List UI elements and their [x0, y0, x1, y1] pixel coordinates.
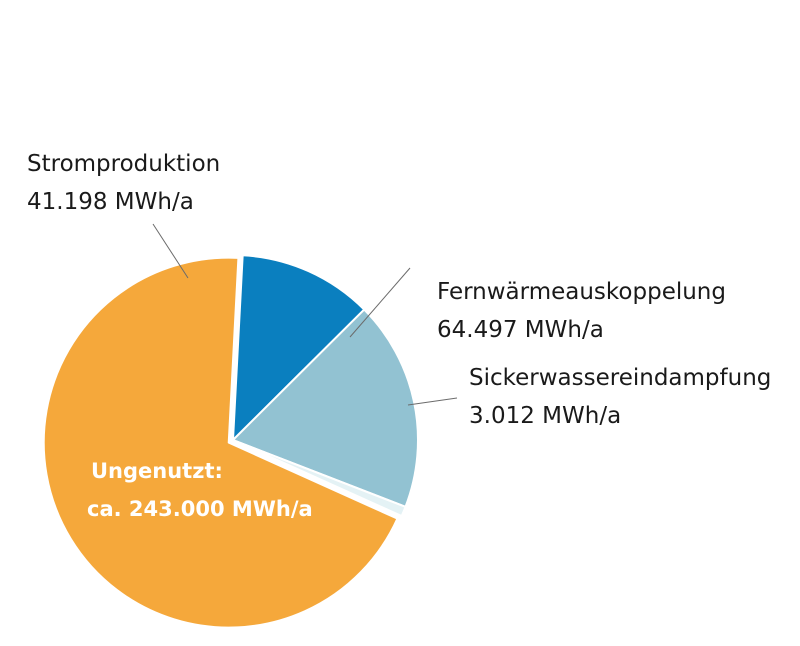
- pie-slices: [42, 254, 419, 629]
- pie-slice-stromproduktion: [232, 254, 366, 441]
- label-name: Fernwärmeauskoppelung: [437, 279, 726, 305]
- label-name: Stromproduktion: [27, 151, 220, 177]
- label-value: ca. 243.000 MWh/a: [87, 497, 313, 521]
- leader-line-sickerwasser: [407, 397, 458, 406]
- label-name: Ungenutzt:: [91, 459, 223, 483]
- leader-line-stromproduktion: [152, 223, 189, 279]
- label-sickerwassereindampfung: Sickerwassereindampfung 3.012 MWh/a: [469, 365, 771, 429]
- label-fernwaermeauskoppelung: Fernwärmeauskoppelung 64.497 MWh/a: [437, 279, 726, 343]
- label-name: Sickerwassereindampfung: [469, 365, 771, 391]
- leader-line-fernwaerme: [349, 267, 411, 338]
- label-stromproduktion: Stromproduktion 41.198 MWh/a: [27, 151, 220, 215]
- label-value: 41.198 MWh/a: [27, 189, 194, 215]
- label-value: 3.012 MWh/a: [469, 403, 621, 429]
- pie-slice-sickerwassereindampfung: [232, 439, 407, 518]
- pie-slice-ungenutzt: [42, 256, 399, 629]
- label-ungenutzt: Ungenutzt: ca. 243.000 MWh/a: [87, 459, 313, 521]
- label-value: 64.497 MWh/a: [437, 317, 604, 343]
